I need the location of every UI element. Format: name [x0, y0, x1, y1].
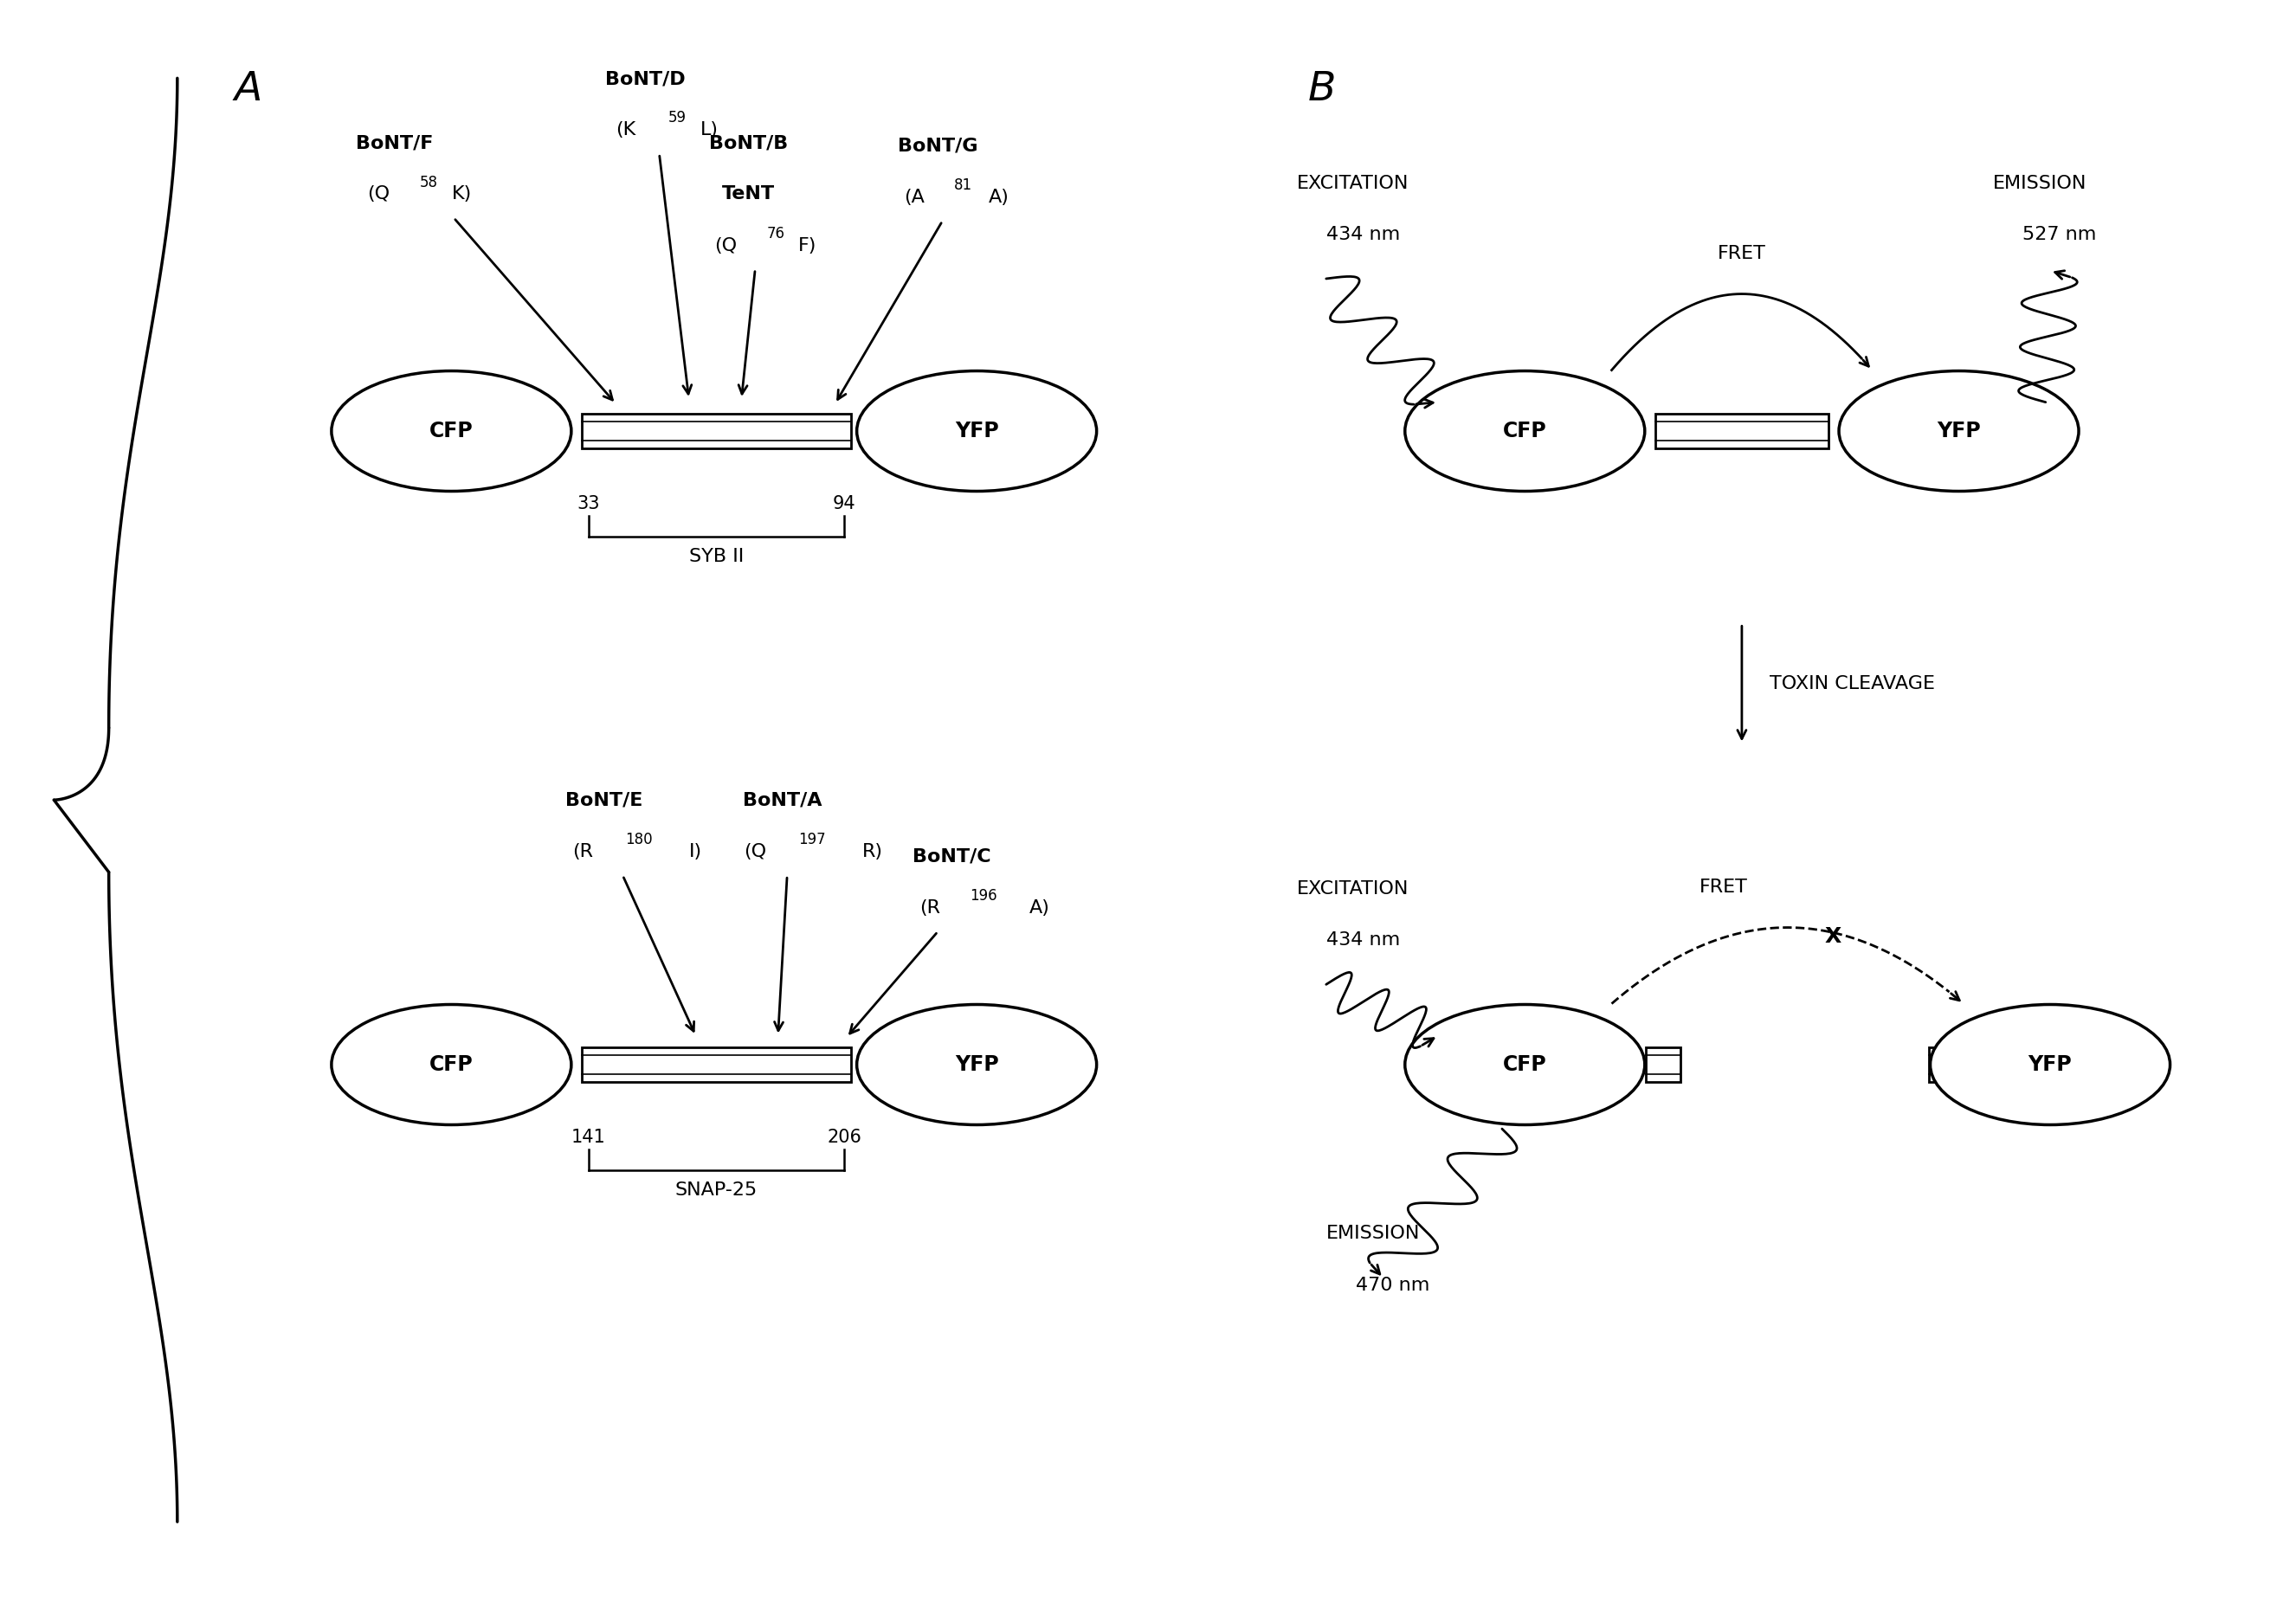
Text: CFP: CFP — [1504, 420, 1548, 441]
Bar — [1646, 1047, 1681, 1083]
Text: 33: 33 — [576, 494, 599, 512]
Text: (Q: (Q — [714, 238, 737, 254]
Text: FRET: FRET — [1699, 879, 1747, 897]
Text: EMISSION: EMISSION — [1993, 175, 2087, 192]
Text: CFP: CFP — [1504, 1054, 1548, 1075]
Text: BoNT/C: BoNT/C — [912, 848, 992, 866]
Text: TeNT: TeNT — [721, 186, 774, 204]
Bar — [581, 1047, 852, 1083]
Text: B: B — [1309, 69, 1336, 110]
Text: 197: 197 — [799, 832, 827, 848]
Text: BoNT/E: BoNT/E — [565, 792, 643, 810]
Text: YFP: YFP — [1938, 420, 1981, 441]
Ellipse shape — [1931, 1005, 2170, 1125]
Text: L): L) — [700, 121, 719, 139]
Text: F): F) — [799, 238, 817, 254]
Text: CFP: CFP — [429, 420, 473, 441]
Text: (Q: (Q — [367, 186, 390, 204]
Text: I): I) — [689, 844, 703, 861]
Text: BoNT/D: BoNT/D — [606, 69, 687, 87]
Text: 58: 58 — [420, 175, 439, 191]
Text: (R: (R — [572, 844, 592, 861]
Ellipse shape — [1405, 372, 1644, 491]
Ellipse shape — [1405, 1005, 1644, 1125]
Ellipse shape — [1839, 372, 2078, 491]
Text: SNAP-25: SNAP-25 — [675, 1181, 758, 1199]
Text: BoNT/B: BoNT/B — [709, 134, 788, 152]
Text: FRET: FRET — [1717, 246, 1766, 263]
Text: BoNT/G: BoNT/G — [898, 137, 978, 155]
Text: 94: 94 — [833, 494, 856, 512]
Ellipse shape — [331, 1005, 572, 1125]
Text: 141: 141 — [572, 1130, 606, 1146]
Ellipse shape — [856, 1005, 1097, 1125]
Text: BoNT/F: BoNT/F — [356, 134, 434, 152]
Text: A: A — [234, 69, 262, 110]
Text: 527 nm: 527 nm — [2023, 226, 2096, 242]
Text: EMISSION: EMISSION — [1327, 1225, 1419, 1243]
Text: YFP: YFP — [955, 420, 999, 441]
Text: K): K) — [452, 186, 471, 204]
Bar — [1929, 1047, 1947, 1083]
Text: (Q: (Q — [744, 844, 767, 861]
Bar — [581, 414, 852, 449]
Ellipse shape — [331, 372, 572, 491]
Text: YFP: YFP — [2027, 1054, 2071, 1075]
Text: 206: 206 — [827, 1130, 861, 1146]
Bar — [1655, 414, 1828, 449]
Text: 59: 59 — [668, 110, 687, 126]
Text: 470 nm: 470 nm — [1357, 1277, 1430, 1294]
Text: 76: 76 — [767, 226, 785, 241]
Text: (A: (A — [905, 189, 925, 207]
Text: 434 nm: 434 nm — [1327, 931, 1401, 949]
Text: EXCITATION: EXCITATION — [1297, 175, 1407, 192]
Text: (K: (K — [615, 121, 636, 139]
Text: 196: 196 — [969, 889, 996, 903]
Ellipse shape — [856, 372, 1097, 491]
Text: YFP: YFP — [955, 1054, 999, 1075]
Text: 81: 81 — [953, 178, 971, 194]
Text: TOXIN CLEAVAGE: TOXIN CLEAVAGE — [1770, 675, 1936, 692]
Text: (R: (R — [921, 900, 941, 916]
Text: EXCITATION: EXCITATION — [1297, 881, 1407, 897]
Text: 434 nm: 434 nm — [1327, 226, 1401, 242]
Text: A): A) — [987, 189, 1008, 207]
Text: SYB II: SYB II — [689, 548, 744, 566]
Text: R): R) — [863, 844, 884, 861]
Text: CFP: CFP — [429, 1054, 473, 1075]
Text: A): A) — [1029, 900, 1049, 916]
Text: BoNT/A: BoNT/A — [744, 792, 822, 810]
Text: X: X — [1825, 926, 1841, 947]
Text: 180: 180 — [625, 832, 652, 848]
